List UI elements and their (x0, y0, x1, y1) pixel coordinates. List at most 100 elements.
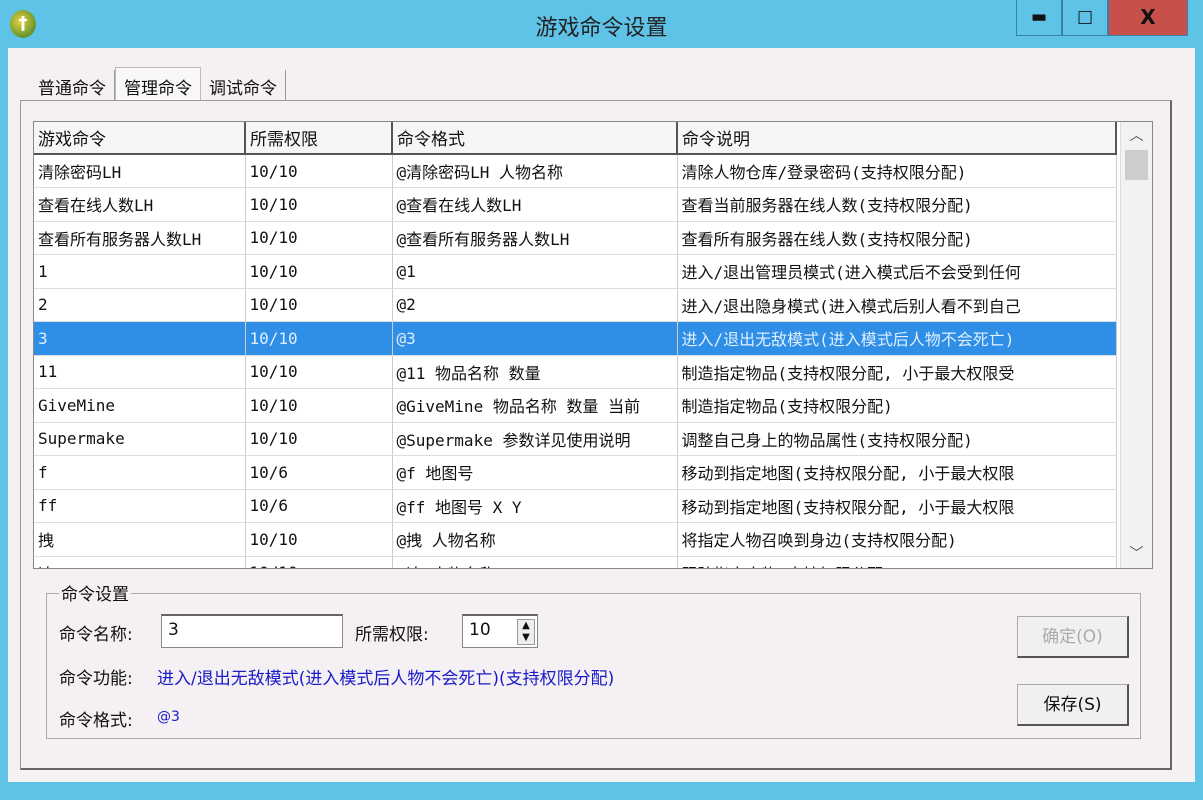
table-cell: 1 (34, 254, 246, 289)
table-cell: 进入/退出隐身模式(进入模式后别人看不到自己 (677, 288, 1117, 322)
table-cell: @11 物品名称 数量 (392, 355, 678, 389)
table-cell: 追 (34, 556, 246, 568)
table-row[interactable]: 11 10/10 @11 物品名称 数量 制造指定物品(支持权限分配, 小于最大权限受 (34, 355, 1117, 389)
format-value: @3 (157, 709, 180, 725)
table-cell: @f 地图号 (392, 455, 678, 490)
save-button[interactable]: 保存(S) (1017, 684, 1129, 726)
format-label: 命令格式: (59, 711, 133, 731)
name-label: 命令名称: (59, 625, 133, 645)
table-cell: 拽 (34, 522, 246, 557)
table-cell: @清除密码LH 人物名称 (392, 154, 678, 188)
vertical-scrollbar[interactable]: ︿ ﹀ (1120, 122, 1152, 568)
table-cell: 3 (34, 321, 246, 356)
scroll-thumb[interactable] (1125, 150, 1148, 180)
table-cell: 查看当前服务器在线人数(支持权限分配) (677, 187, 1117, 222)
table-cell: 10/10 (245, 221, 393, 255)
table-cell: 10/10 (245, 254, 393, 289)
table-row[interactable]: f 10/6 @f 地图号 移动到指定地图(支持权限分配, 小于最大权限 (34, 455, 1117, 490)
table-row[interactable]: 清除密码LH 10/10 @清除密码LH 人物名称 清除人物仓库/登录密码(支持权限分… (34, 154, 1117, 188)
command-name-input[interactable]: 3 (161, 614, 343, 648)
permission-value: 10 (469, 620, 491, 640)
ok-button[interactable]: 确定(O) (1017, 616, 1129, 658)
table-cell: 10/10 (245, 321, 393, 356)
scroll-down-icon[interactable]: ﹀ (1129, 546, 1144, 562)
table-cell: @3 (392, 321, 678, 356)
maximize-button[interactable]: □ (1062, 0, 1108, 36)
table-row[interactable]: 拽 10/10 @拽 人物名称 将指定人物召唤到身边(支持权限分配) (34, 522, 1117, 557)
command-settings-group: 命令设置 命令名称: 3 所需权限: 10 ▲ ▼ 命令功能: 进入/退出无敌模式… (46, 580, 1141, 739)
spinner-arrows-icon[interactable]: ▲ ▼ (517, 619, 535, 645)
table-cell: @1 (392, 254, 678, 289)
table-row[interactable]: 查看在线人数LH 10/10 @查看在线人数LH 查看当前服务器在线人数(支持权限分配… (34, 187, 1117, 222)
tab-debug-commands[interactable]: 调试命令 (201, 70, 286, 102)
tab-strip: 普通命令 管理命令 调试命令 (30, 67, 286, 102)
table-cell: @2 (392, 288, 678, 322)
scroll-up-icon[interactable]: ︿ (1129, 128, 1144, 144)
table-cell: 10/10 (245, 556, 393, 568)
tab-panel: 游戏命令 所需权限 命令格式 命令说明 清除密码LH 10/10 @清除密码LH 人… (20, 100, 1172, 770)
table-cell: Supermake (34, 422, 246, 456)
table-cell: @拽 人物名称 (392, 522, 678, 557)
table-cell: 清除人物仓库/登录密码(支持权限分配) (677, 154, 1117, 188)
table-row[interactable]: 追10/10@追 人物名称跟踪指定人物(支持权限分配) (34, 556, 1117, 568)
table-cell: ff (34, 489, 246, 523)
table-row[interactable]: 查看所有服务器人数LH 10/10 @查看所有服务器人数LH 查看所有服务器在线人数(… (34, 221, 1117, 255)
tab-normal-commands[interactable]: 普通命令 (30, 70, 115, 102)
table-cell: @查看所有服务器人数LH (392, 221, 678, 255)
table-cell: 11 (34, 355, 246, 389)
column-header-permission[interactable]: 所需权限 (245, 122, 393, 155)
title-bar: † 游戏命令设置 ▬ □ X (0, 0, 1203, 48)
app-icon: † (10, 10, 36, 38)
table-cell: f (34, 455, 246, 490)
table-cell: 10/10 (245, 522, 393, 557)
table-cell: 跟踪指定人物(支持权限分配) (677, 556, 1117, 568)
column-header-description[interactable]: 命令说明 (677, 122, 1117, 155)
tab-admin-commands[interactable]: 管理命令 (115, 67, 201, 102)
table-row[interactable]: 2 10/10 @2 进入/退出隐身模式(进入模式后别人看不到自己 (34, 288, 1117, 322)
column-header-format[interactable]: 命令格式 (392, 122, 678, 155)
table-cell: 移动到指定地图(支持权限分配, 小于最大权限 (677, 455, 1117, 490)
table-cell: @GiveMine 物品名称 数量 当前 (392, 388, 678, 423)
table-row[interactable]: GiveMine 10/10 @GiveMine 物品名称 数量 当前 制造指定物品(… (34, 388, 1117, 423)
table-cell: 移动到指定地图(支持权限分配, 小于最大权限 (677, 489, 1117, 523)
table-cell: 将指定人物召唤到身边(支持权限分配) (677, 522, 1117, 557)
table-cell: 进入/退出无敌模式(进入模式后人物不会死亡) (677, 321, 1117, 356)
table-cell: 调整自己身上的物品属性(支持权限分配) (677, 422, 1117, 456)
table-row[interactable]: 1 10/10 @1 进入/退出管理员模式(进入模式后不会受到任何 (34, 254, 1117, 289)
table-cell: 10/10 (245, 422, 393, 456)
table-cell: 查看所有服务器人数LH (34, 221, 246, 255)
minimize-button[interactable]: ▬ (1016, 0, 1062, 36)
table-cell: GiveMine (34, 388, 246, 423)
function-value: 进入/退出无敌模式(进入模式后人物不会死亡)(支持权限分配) (157, 669, 615, 689)
table-row[interactable]: ff 10/6 @ff 地图号 X Y 移动到指定地图(支持权限分配, 小于最大权限 (34, 489, 1117, 523)
table-cell: @查看在线人数LH (392, 187, 678, 222)
table-cell: 查看在线人数LH (34, 187, 246, 222)
table-cell: 10/6 (245, 455, 393, 490)
table-cell: 10/10 (245, 187, 393, 222)
group-legend: 命令设置 (59, 580, 131, 605)
column-header-command[interactable]: 游戏命令 (34, 122, 246, 155)
table-cell: 10/10 (245, 388, 393, 423)
table-cell: 清除密码LH (34, 154, 246, 188)
window-title: 游戏命令设置 (535, 16, 668, 41)
table-cell: @ff 地图号 X Y (392, 489, 678, 523)
table-cell: 10/10 (245, 154, 393, 188)
table-cell: 2 (34, 288, 246, 322)
table-cell: @Supermake 参数详见使用说明 (392, 422, 678, 456)
table-cell: @追 人物名称 (392, 556, 678, 568)
dialog-body: 普通命令 管理命令 调试命令 游戏命令 所需权限 命令格式 命令说明 清除密码L… (8, 48, 1195, 782)
table-cell: 10/10 (245, 355, 393, 389)
permission-label: 所需权限: (355, 625, 429, 645)
table-cell: 进入/退出管理员模式(进入模式后不会受到任何 (677, 254, 1117, 289)
close-button[interactable]: X (1108, 0, 1188, 36)
table-row[interactable]: Supermake 10/10 @Supermake 参数详见使用说明 调整自己身上的… (34, 422, 1117, 456)
function-label: 命令功能: (59, 669, 133, 689)
table-cell: 制造指定物品(支持权限分配) (677, 388, 1117, 423)
table-cell: 查看所有服务器在线人数(支持权限分配) (677, 221, 1117, 255)
table-cell: 制造指定物品(支持权限分配, 小于最大权限受 (677, 355, 1117, 389)
permission-spinner[interactable]: 10 ▲ ▼ (462, 614, 538, 648)
command-list: 游戏命令 所需权限 命令格式 命令说明 清除密码LH 10/10 @清除密码LH 人… (33, 121, 1153, 569)
table-row[interactable]: 3 10/10 @3 进入/退出无敌模式(进入模式后人物不会死亡) (34, 321, 1117, 356)
table-cell: 10/10 (245, 288, 393, 322)
table-cell: 10/6 (245, 489, 393, 523)
